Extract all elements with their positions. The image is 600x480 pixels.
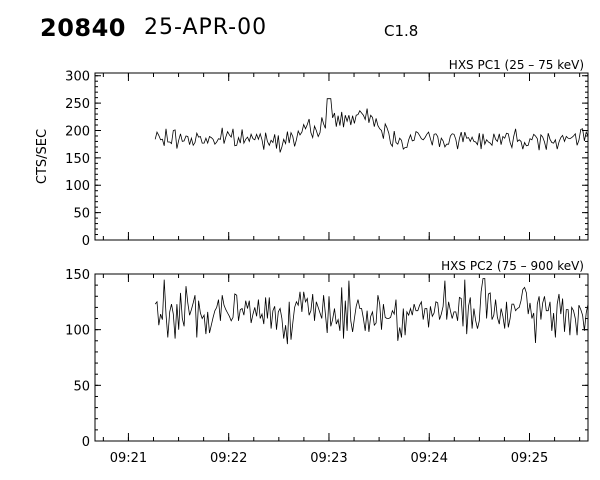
plot-frame	[94, 273, 589, 442]
y-tick-label: 100	[65, 179, 90, 194]
y-tick-label: 250	[65, 97, 90, 112]
panel-title: HXS PC1 (25 – 75 keV)	[449, 58, 584, 72]
x-tick-label: 09:22	[210, 451, 247, 466]
x-tick-label: 09:21	[110, 451, 147, 466]
y-tick-label: 50	[73, 207, 90, 222]
y-tick-label: 100	[65, 324, 90, 339]
series-line	[154, 278, 589, 345]
y-tick-label: 150	[65, 152, 90, 167]
x-tick-label: 09:25	[511, 451, 548, 466]
y-tick-label: 50	[73, 379, 90, 394]
event-number: 20840	[40, 14, 126, 42]
y-tick-label: 150	[65, 268, 90, 283]
series-line	[154, 98, 589, 153]
x-tick-label: 09:23	[310, 451, 347, 466]
y-axis-label: CTS/SEC	[35, 129, 50, 184]
y-tick-label: 300	[65, 70, 90, 85]
x-tick-label: 09:24	[411, 451, 448, 466]
y-tick-label: 0	[82, 234, 90, 249]
panel-pc1: HXS PC1 (25 – 75 keV) 0 50 100 150 200 250 300 C…	[35, 58, 589, 249]
event-date: 25-APR-00	[144, 15, 268, 40]
flare-class: C1.8	[384, 22, 419, 40]
panel-title: HXS PC2 (75 – 900 keV)	[441, 259, 584, 273]
y-tick-label: 0	[82, 435, 90, 450]
plot-header: 20840 25-APR-00 C1.8	[0, 0, 600, 60]
y-tick-label: 200	[65, 124, 90, 139]
plot-frame	[94, 72, 589, 241]
panel-pc2: HXS PC2 (75 – 900 keV) 0 50 100 150 09:21 09:2…	[65, 259, 589, 466]
